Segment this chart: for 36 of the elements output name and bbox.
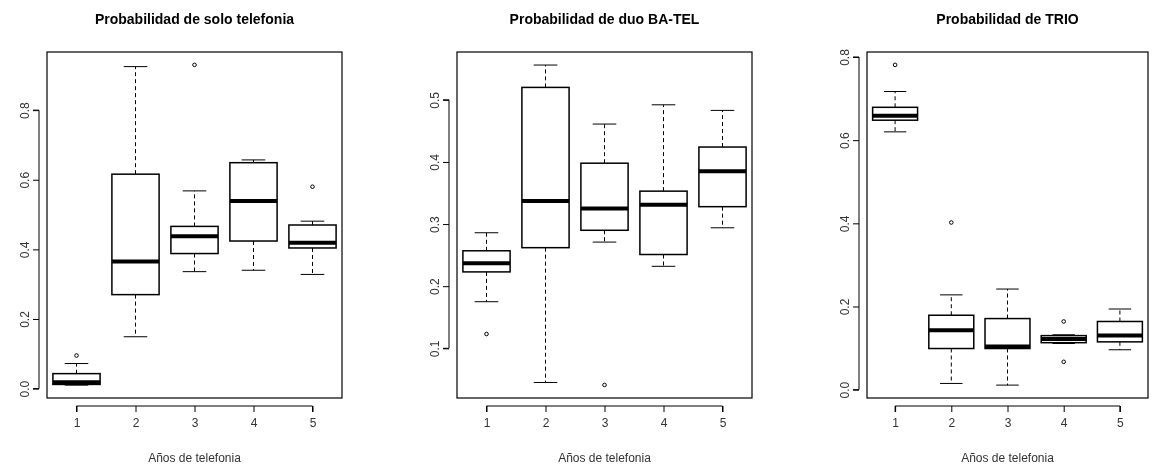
x-tick-label: 4 — [1060, 415, 1068, 430]
x-tick-label: 3 — [191, 415, 199, 430]
x-tick-label: 4 — [660, 415, 668, 430]
y-tick-label: 0.2 — [428, 278, 443, 296]
x-tick-label: 3 — [1004, 415, 1012, 430]
x-tick-label: 1 — [73, 415, 81, 430]
x-tick-label: 2 — [542, 415, 550, 430]
x-tick-label: 4 — [250, 415, 258, 430]
x-axis-title: Años de telefonia — [148, 451, 242, 465]
x-tick-label: 1 — [483, 415, 491, 430]
x-tick-label: 2 — [132, 415, 140, 430]
y-tick-label: 0.8 — [18, 101, 33, 119]
chart-title: Probabilidad de solo telefonia — [94, 11, 295, 27]
chart-title: Probabilidad de duo BA-TEL — [509, 11, 700, 27]
y-tick-label: 0.0 — [18, 380, 33, 398]
y-tick-label: 0.2 — [18, 310, 33, 328]
y-tick-label: 0.4 — [428, 153, 443, 171]
y-tick-label: 0.0 — [838, 381, 853, 399]
y-tick-label: 0.4 — [18, 241, 33, 259]
y-tick-label: 0.2 — [838, 298, 853, 316]
y-tick-label: 0.5 — [428, 91, 443, 109]
chart-title: Probabilidad de TRIO — [936, 11, 1079, 27]
y-tick-label: 0.4 — [838, 215, 853, 233]
x-axis-title: Años de telefonia — [558, 451, 652, 465]
y-tick-label: 0.6 — [838, 132, 853, 150]
y-tick-label: 0.3 — [428, 215, 443, 233]
y-tick-label: 0.6 — [18, 171, 33, 189]
x-axis-title: Años de telefonia — [961, 451, 1055, 465]
x-tick-label: 3 — [601, 415, 609, 430]
x-tick-label: 5 — [309, 415, 317, 430]
x-tick-label: 2 — [948, 415, 956, 430]
y-tick-label: 0.8 — [838, 48, 853, 66]
x-tick-label: 1 — [892, 415, 900, 430]
y-tick-label: 0.1 — [428, 340, 443, 358]
x-tick-label: 5 — [1117, 415, 1125, 430]
x-tick-label: 5 — [719, 415, 727, 430]
